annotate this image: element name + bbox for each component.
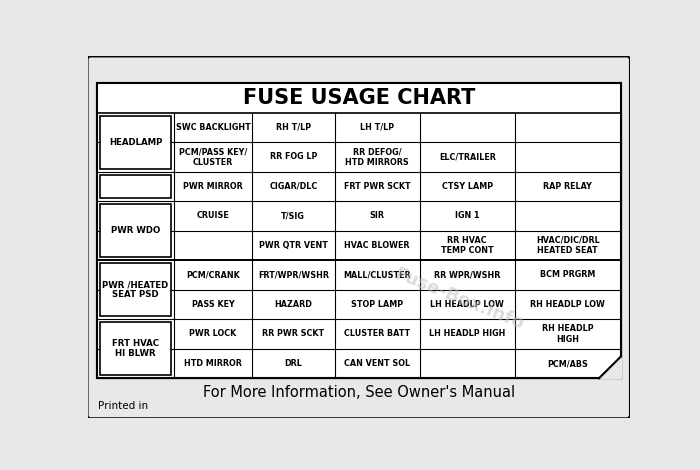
Text: RH HEADLP LOW: RH HEADLP LOW: [531, 300, 606, 309]
Bar: [100, 322, 172, 375]
Text: RR FOG LP: RR FOG LP: [270, 152, 317, 161]
Text: PWR LOCK: PWR LOCK: [190, 329, 237, 338]
Text: HVAC BLOWER: HVAC BLOWER: [344, 241, 409, 250]
Text: LH HEADLP HIGH: LH HEADLP HIGH: [429, 329, 505, 338]
Text: PWR QTR VENT: PWR QTR VENT: [259, 241, 328, 250]
Text: CAN VENT SOL: CAN VENT SOL: [344, 359, 410, 368]
Text: SIR: SIR: [370, 212, 384, 220]
Text: DRL: DRL: [284, 359, 302, 368]
Bar: [100, 204, 172, 257]
Text: FRT HVAC
HI BLWR: FRT HVAC HI BLWR: [112, 339, 159, 359]
Text: PWR /HEATED
SEAT PSD: PWR /HEATED SEAT PSD: [102, 280, 169, 299]
Text: PWR MIRROR: PWR MIRROR: [183, 182, 243, 191]
Text: RR WPR/WSHR: RR WPR/WSHR: [434, 270, 500, 280]
Text: CRUISE: CRUISE: [197, 212, 230, 220]
Text: BCM PRGRM: BCM PRGRM: [540, 270, 596, 280]
Text: For More Information, See Owner's Manual: For More Information, See Owner's Manual: [203, 385, 514, 400]
Text: ELC/TRAILER: ELC/TRAILER: [439, 152, 496, 161]
Text: Fuse-Box.info: Fuse-Box.info: [392, 265, 527, 333]
Text: RAP RELAY: RAP RELAY: [543, 182, 592, 191]
Text: CIGAR/DLC: CIGAR/DLC: [269, 182, 317, 191]
Text: RR HVAC
TEMP CONT: RR HVAC TEMP CONT: [441, 236, 494, 255]
Text: FUSE USAGE CHART: FUSE USAGE CHART: [243, 88, 475, 108]
Text: T/SIG: T/SIG: [281, 212, 305, 220]
Bar: [97, 83, 621, 378]
Text: RR PWR SCKT: RR PWR SCKT: [262, 329, 324, 338]
Text: HEADLAMP: HEADLAMP: [109, 138, 162, 147]
Text: MALL/CLUSTER: MALL/CLUSTER: [343, 270, 411, 280]
Text: FRT/WPR/WSHR: FRT/WPR/WSHR: [258, 270, 329, 280]
Text: RR DEFOG/
HTD MIRRORS: RR DEFOG/ HTD MIRRORS: [345, 147, 409, 166]
Text: PCM/CRANK: PCM/CRANK: [186, 270, 240, 280]
Bar: [97, 83, 621, 378]
Text: PASS KEY: PASS KEY: [192, 300, 234, 309]
Bar: [97, 83, 621, 113]
Text: RH HEADLP
HIGH: RH HEADLP HIGH: [542, 324, 594, 344]
Text: PCM/PASS KEY/
CLUSTER: PCM/PASS KEY/ CLUSTER: [179, 147, 247, 166]
Text: PWR WDO: PWR WDO: [111, 226, 160, 235]
Polygon shape: [599, 357, 621, 378]
Text: LH T/LP: LH T/LP: [360, 123, 394, 132]
Text: HVAC/DIC/DRL
HEATED SEAT: HVAC/DIC/DRL HEATED SEAT: [536, 236, 600, 255]
Text: IGN 1: IGN 1: [455, 212, 480, 220]
Text: FRT PWR SCKT: FRT PWR SCKT: [344, 182, 410, 191]
Text: SWC BACKLIGHT: SWC BACKLIGHT: [176, 123, 251, 132]
Text: HTD MIRROR: HTD MIRROR: [184, 359, 242, 368]
Text: RH T/LP: RH T/LP: [276, 123, 311, 132]
Text: Printed in: Printed in: [98, 401, 148, 411]
Text: HAZARD: HAZARD: [274, 300, 312, 309]
Text: CLUSTER BATT: CLUSTER BATT: [344, 329, 410, 338]
Bar: [97, 113, 621, 378]
Text: CIRCUIT
BREAKERS: CIRCUIT BREAKERS: [105, 127, 167, 149]
Bar: [100, 263, 172, 316]
Bar: [100, 175, 172, 198]
Text: LH HEADLP LOW: LH HEADLP LOW: [430, 300, 504, 309]
Text: STOP LAMP: STOP LAMP: [351, 300, 403, 309]
Bar: [100, 116, 172, 169]
Text: CTSY LAMP: CTSY LAMP: [442, 182, 493, 191]
Text: PCM/ABS: PCM/ABS: [547, 359, 588, 368]
